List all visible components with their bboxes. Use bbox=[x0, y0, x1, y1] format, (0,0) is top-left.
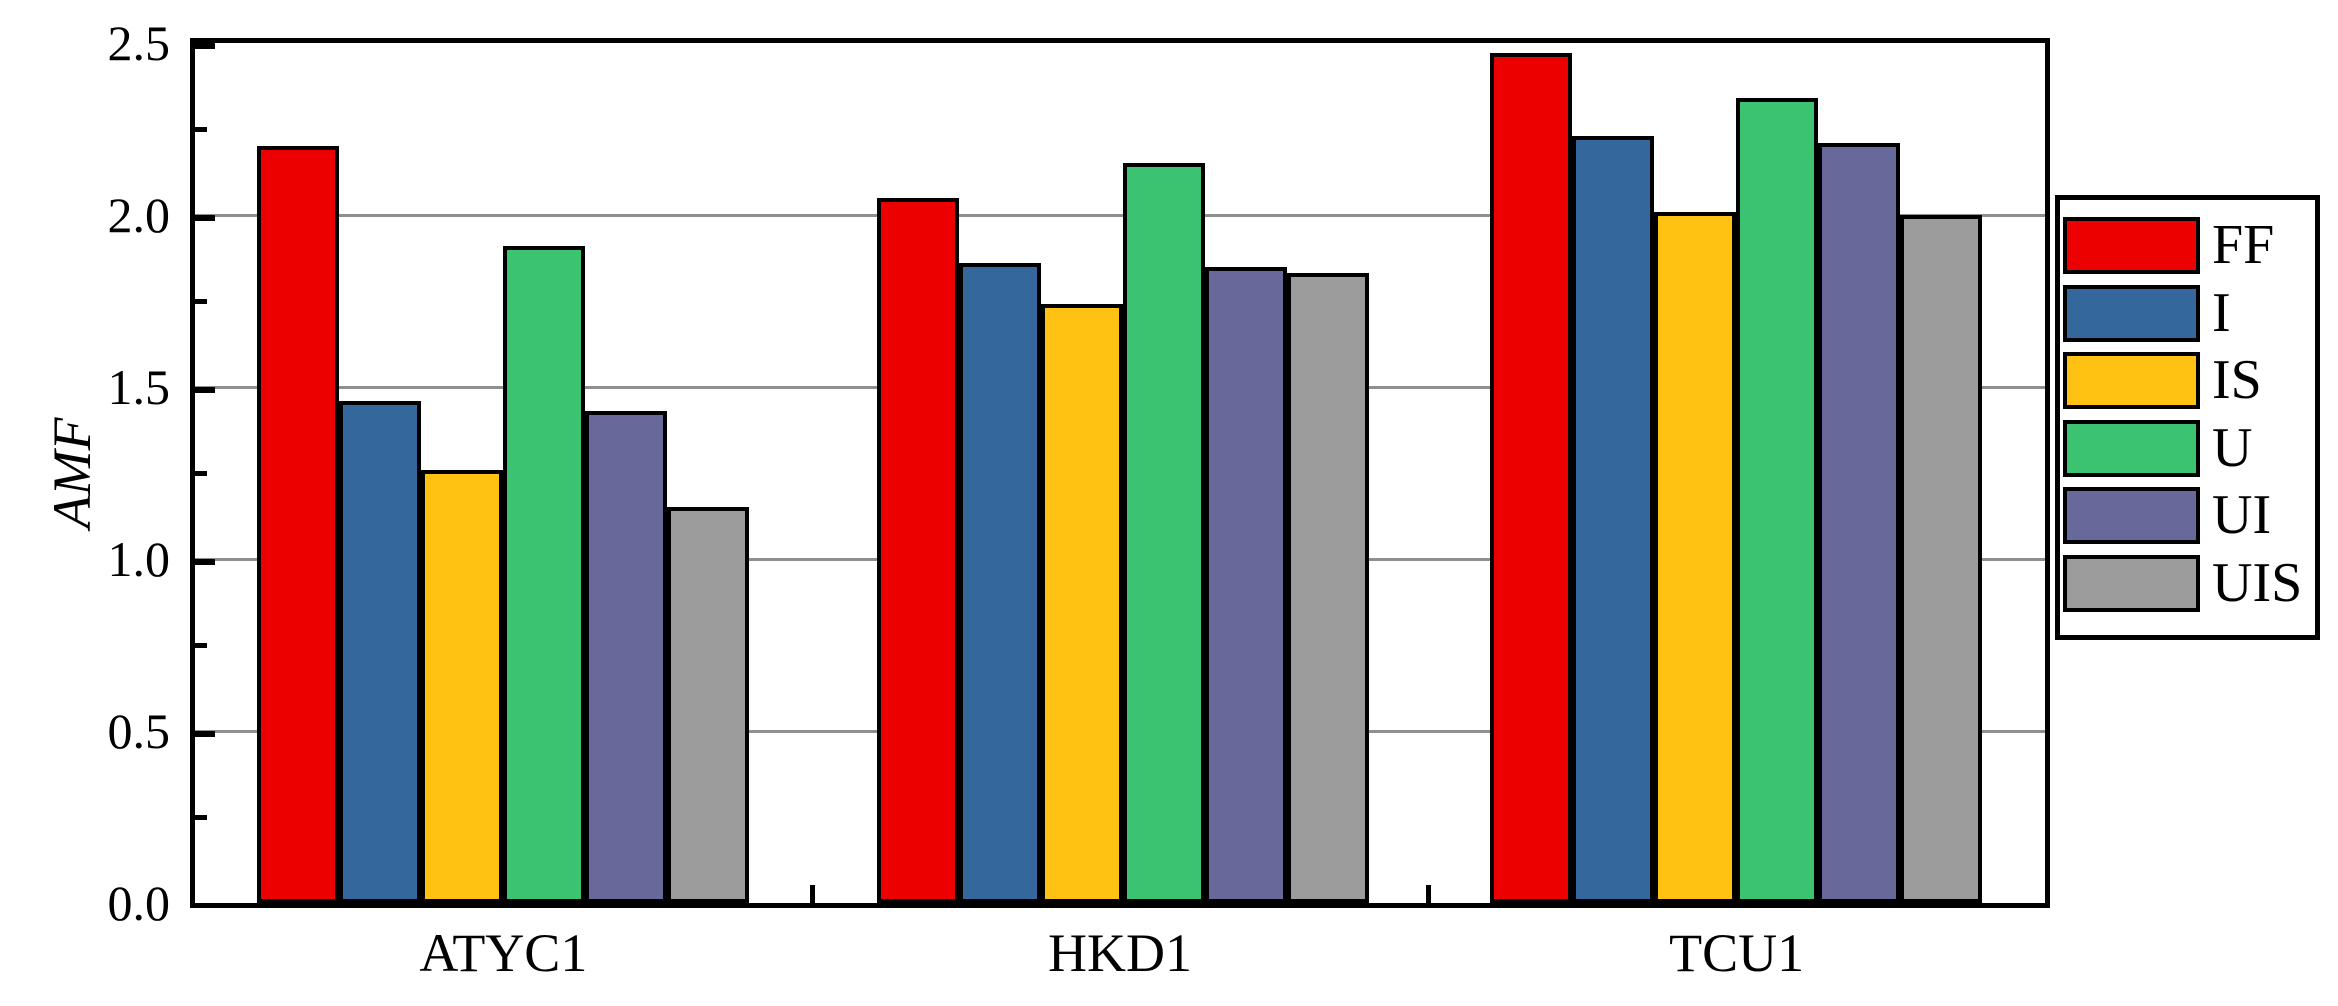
y-tick-label: 2.0 bbox=[107, 187, 171, 243]
bar-ui-tcu1 bbox=[1818, 143, 1900, 903]
bar-uis-hkd1 bbox=[1287, 273, 1369, 903]
y-tick-label: 1.5 bbox=[107, 359, 171, 415]
y-tick-label: 1.0 bbox=[107, 531, 171, 587]
y-major-tick bbox=[195, 215, 215, 221]
y-major-tick bbox=[195, 43, 215, 49]
y-major-tick bbox=[195, 731, 215, 737]
x-category-label: ATYC1 bbox=[419, 923, 588, 983]
legend-swatch-ff bbox=[2063, 217, 2200, 274]
legend-swatch-u bbox=[2063, 420, 2200, 477]
bar-i-tcu1 bbox=[1572, 136, 1654, 903]
x-category-label: HKD1 bbox=[1048, 923, 1192, 983]
legend-label-uis: UIS bbox=[2212, 552, 2303, 614]
y-axis-title: AMF bbox=[42, 417, 102, 529]
x-category-label: TCU1 bbox=[1669, 923, 1805, 983]
y-minor-tick bbox=[195, 299, 207, 304]
x-separator-tick bbox=[1426, 885, 1432, 903]
legend-swatch-i bbox=[2063, 285, 2200, 342]
legend-swatch-uis bbox=[2063, 555, 2200, 612]
y-minor-tick bbox=[195, 643, 207, 648]
legend-label-i: I bbox=[2212, 282, 2231, 344]
y-major-tick bbox=[195, 387, 215, 393]
plot-area bbox=[190, 38, 2050, 908]
legend-label-ff: FF bbox=[2212, 214, 2275, 276]
bar-u-atyc1 bbox=[503, 246, 585, 903]
bar-uis-atyc1 bbox=[667, 507, 749, 903]
bar-uis-tcu1 bbox=[1900, 215, 1982, 903]
bar-ff-tcu1 bbox=[1490, 53, 1572, 903]
bar-i-hkd1 bbox=[959, 263, 1041, 903]
bar-i-atyc1 bbox=[339, 401, 421, 903]
legend-swatch-is bbox=[2063, 352, 2200, 409]
x-separator-tick bbox=[809, 885, 815, 903]
legend-label-is: IS bbox=[2212, 349, 2262, 411]
bar-ff-atyc1 bbox=[257, 146, 339, 903]
legend-label-u: U bbox=[2212, 417, 2253, 479]
y-tick-label: 0.0 bbox=[107, 875, 171, 931]
legend-box: FF I IS U UI UIS bbox=[2055, 195, 2320, 640]
bar-u-tcu1 bbox=[1736, 98, 1818, 903]
bar-is-atyc1 bbox=[421, 470, 503, 903]
legend-label-ui: UI bbox=[2212, 484, 2272, 546]
y-minor-tick bbox=[195, 471, 207, 476]
y-gridline bbox=[195, 214, 2045, 217]
bar-u-hkd1 bbox=[1123, 163, 1205, 903]
y-minor-tick bbox=[195, 815, 207, 820]
legend-swatch-ui bbox=[2063, 487, 2200, 544]
bar-ui-hkd1 bbox=[1205, 267, 1287, 903]
y-tick-label: 0.5 bbox=[107, 703, 171, 759]
bar-is-hkd1 bbox=[1041, 304, 1123, 903]
y-tick-label: 2.5 bbox=[107, 15, 171, 71]
bar-is-tcu1 bbox=[1654, 212, 1736, 903]
bar-ui-atyc1 bbox=[585, 411, 667, 903]
bar-ff-hkd1 bbox=[877, 198, 959, 903]
y-major-tick bbox=[195, 559, 215, 565]
y-minor-tick bbox=[195, 127, 207, 132]
